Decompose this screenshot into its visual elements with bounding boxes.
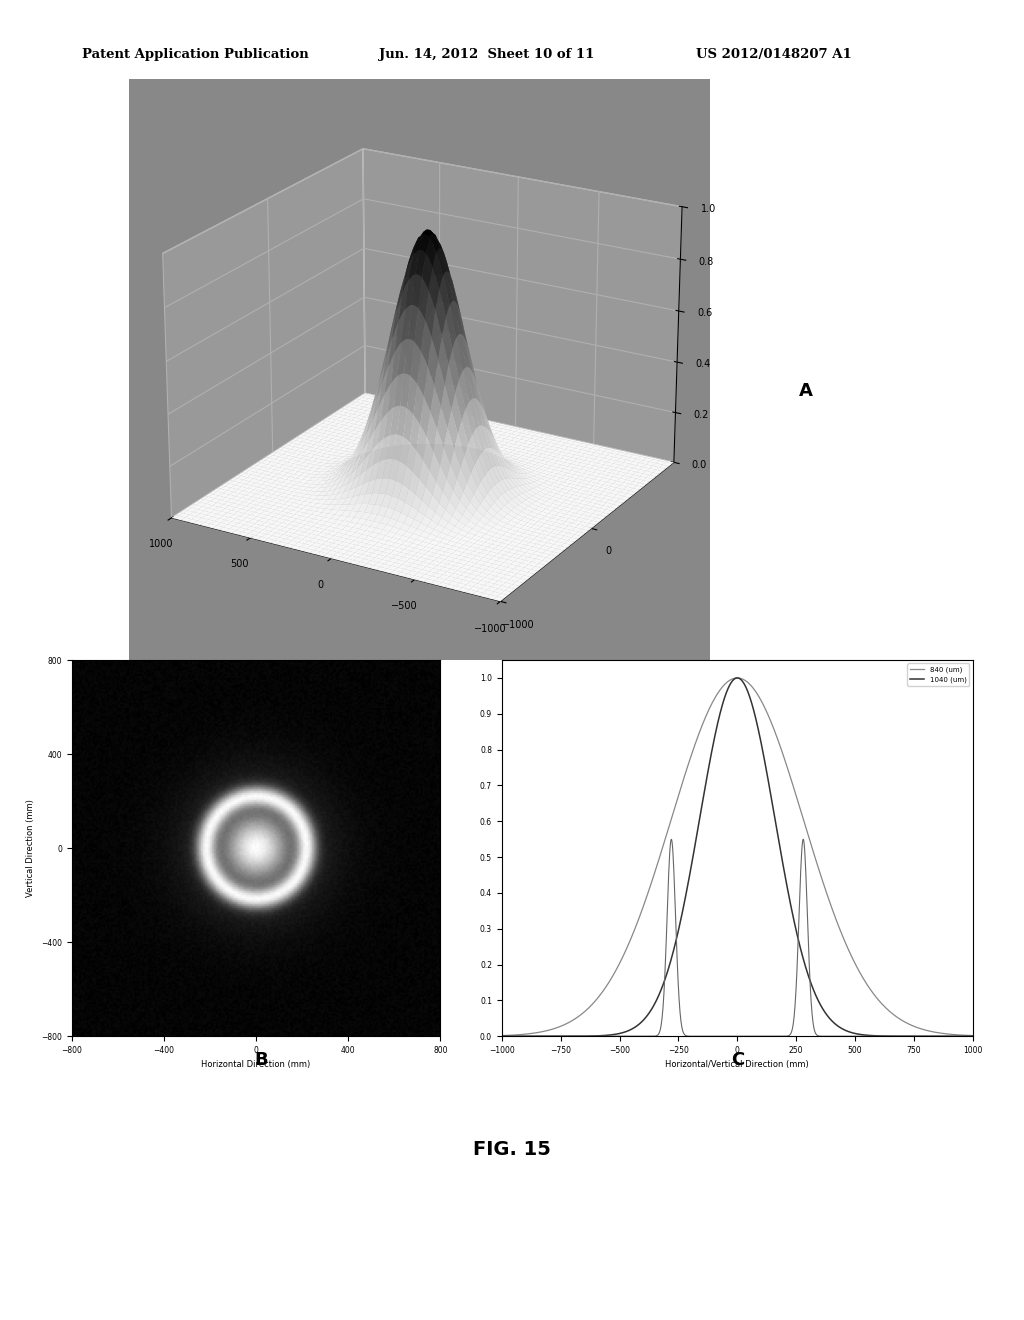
Text: C: C	[731, 1051, 743, 1069]
Text: B: B	[254, 1051, 268, 1069]
X-axis label: Horizontal Direction (mm): Horizontal Direction (mm)	[202, 1060, 310, 1069]
Legend: 840 (um), 1040 (um): 840 (um), 1040 (um)	[907, 664, 970, 685]
Text: Patent Application Publication: Patent Application Publication	[82, 48, 308, 61]
Text: US 2012/0148207 A1: US 2012/0148207 A1	[696, 48, 852, 61]
X-axis label: Horizontal/Vertical Direction (mm): Horizontal/Vertical Direction (mm)	[666, 1060, 809, 1069]
Text: FIG. 15: FIG. 15	[473, 1140, 551, 1159]
Text: A: A	[799, 381, 813, 400]
Text: Jun. 14, 2012  Sheet 10 of 11: Jun. 14, 2012 Sheet 10 of 11	[379, 48, 594, 61]
Y-axis label: Vertical Direction (mm): Vertical Direction (mm)	[27, 799, 36, 898]
